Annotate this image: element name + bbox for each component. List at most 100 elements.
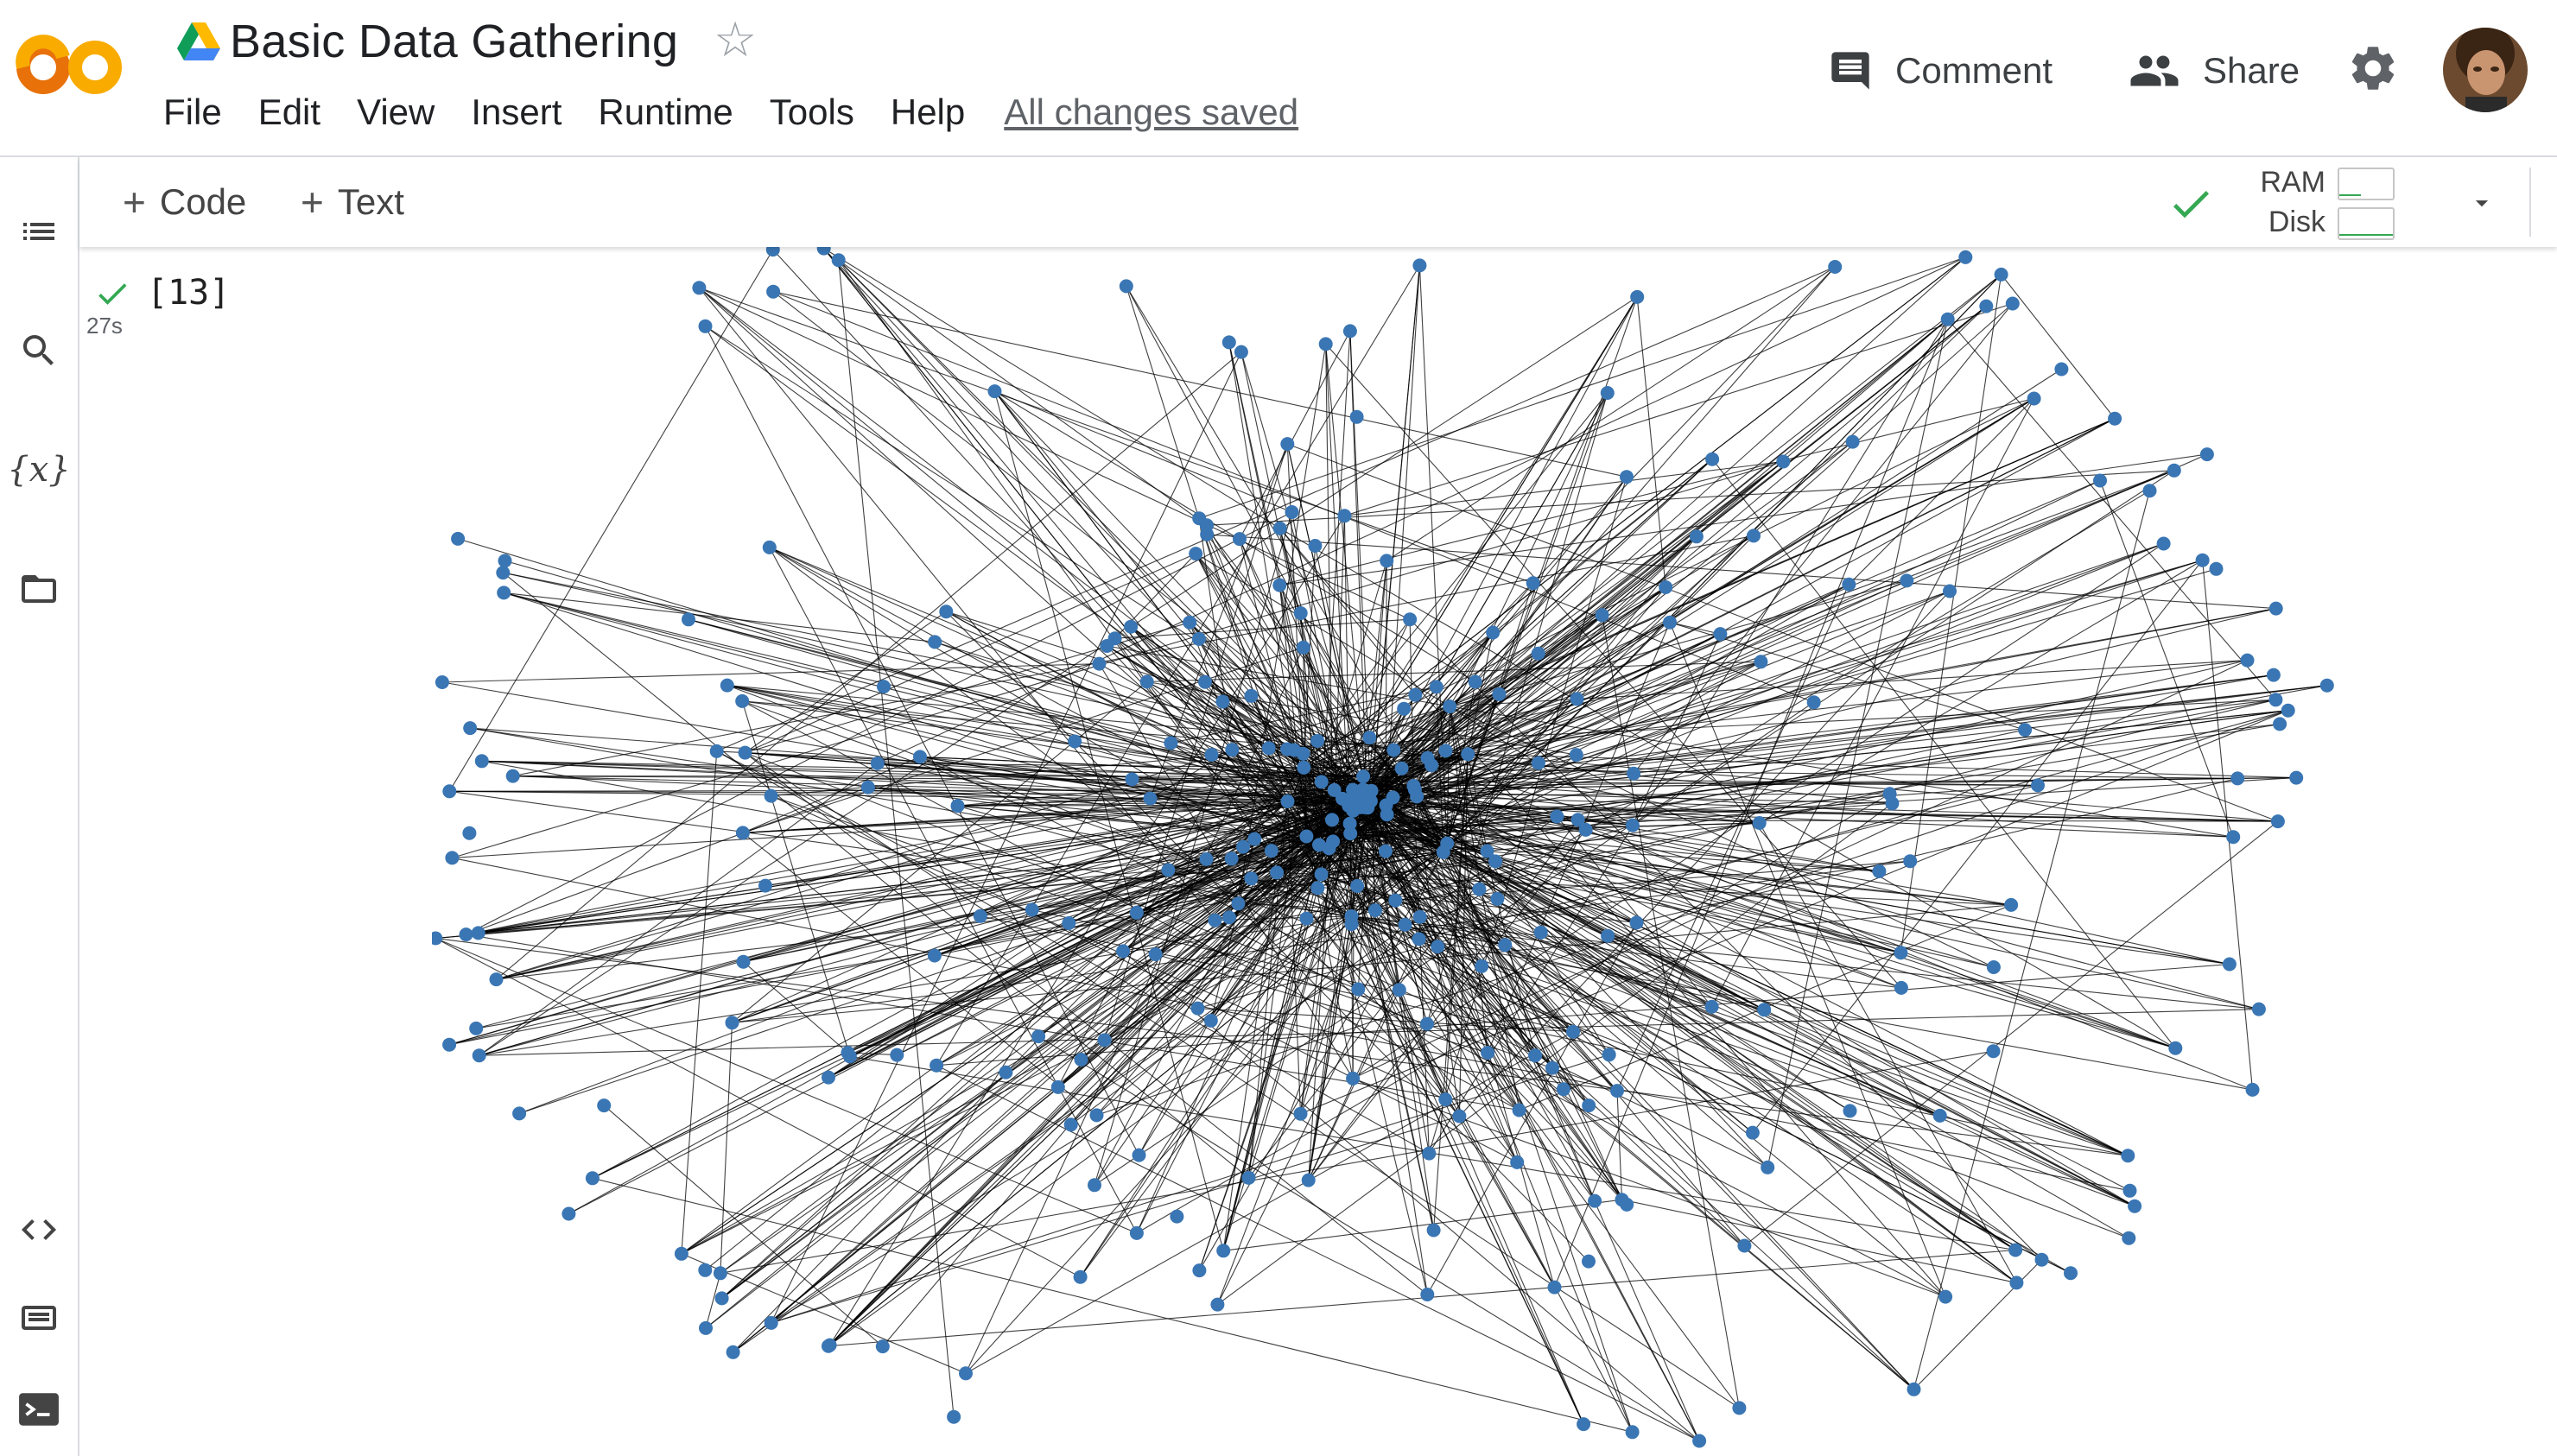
- graph-edge: [1334, 789, 1622, 1200]
- search-icon[interactable]: [0, 316, 78, 385]
- graph-node: [2108, 411, 2122, 426]
- graph-edge: [1279, 528, 2176, 1049]
- graph-node: [1164, 736, 1178, 750]
- menu-view[interactable]: View: [357, 92, 435, 132]
- graph-node: [1900, 573, 1914, 588]
- colab-logo[interactable]: [14, 22, 126, 109]
- graph-edge: [1433, 754, 1469, 1231]
- user-avatar[interactable]: [2443, 28, 2528, 112]
- graph-edge: [705, 1273, 721, 1329]
- graph-node: [1325, 813, 1339, 827]
- menu-edit[interactable]: Edit: [257, 92, 321, 132]
- graph-edge: [1334, 777, 2297, 791]
- graph-node: [1355, 782, 1370, 797]
- graph-node: [1842, 577, 1856, 592]
- graph-edge: [1331, 820, 1446, 1100]
- graph-node: [1224, 851, 1239, 866]
- graph-node: [1233, 532, 1247, 547]
- menu-file[interactable]: File: [163, 92, 222, 132]
- graph-node: [950, 799, 965, 813]
- star-outline-icon[interactable]: ☆: [714, 12, 758, 66]
- add-text-cell-button[interactable]: + Text: [301, 176, 404, 228]
- graph-edge: [2001, 274, 2116, 420]
- resources-indicator[interactable]: RAM Disk: [2239, 164, 2464, 240]
- graph-node: [1386, 743, 1401, 757]
- chevron-down-icon[interactable]: [2467, 188, 2497, 218]
- graph-node: [1488, 854, 1503, 869]
- comment-button[interactable]: Comment: [1828, 36, 2053, 105]
- graph-edge: [771, 1054, 1609, 1324]
- menu-runtime[interactable]: Runtime: [598, 92, 733, 132]
- graph-node: [1412, 932, 1426, 946]
- graph-edge: [1443, 851, 2230, 965]
- graph-edge: [1947, 319, 2276, 700]
- collapse-toolbar-button[interactable]: [2548, 176, 2557, 228]
- graph-edge: [2099, 480, 2234, 838]
- graph-node: [1192, 511, 1207, 526]
- google-drive-icon[interactable]: [177, 22, 220, 60]
- graph-edge: [1414, 685, 2327, 790]
- command-palette-icon[interactable]: [0, 1283, 78, 1352]
- graph-edge: [772, 249, 1358, 887]
- graph-node: [471, 926, 485, 940]
- graph-node: [1550, 809, 1564, 824]
- menu-insert[interactable]: Insert: [471, 92, 562, 132]
- graph-node: [1272, 578, 1287, 592]
- save-status-link[interactable]: All changes saved: [1004, 92, 1299, 132]
- graph-edge: [1446, 843, 1596, 1201]
- graph-node: [1629, 915, 1644, 930]
- graph-edge: [1354, 685, 2327, 806]
- graph-node: [1429, 680, 1443, 694]
- graph-node: [1367, 903, 1382, 918]
- graph-node: [735, 693, 750, 708]
- graph-node: [1116, 944, 1131, 959]
- graph-edge: [1428, 319, 1949, 1154]
- gear-icon[interactable]: [2346, 41, 2400, 95]
- graph-node: [890, 1048, 904, 1062]
- graph-node: [1625, 818, 1640, 832]
- graph-edge: [1362, 776, 1430, 1154]
- graph-edge: [720, 1050, 1994, 1274]
- graph-node: [1125, 772, 1139, 787]
- terminal-icon[interactable]: [0, 1375, 78, 1444]
- graph-edge: [1413, 785, 2176, 1049]
- menu-tools[interactable]: Tools: [769, 92, 854, 132]
- graph-node: [1280, 437, 1295, 452]
- table-of-contents-icon[interactable]: [0, 197, 78, 266]
- graph-edge: [1317, 887, 1352, 917]
- code-snippets-icon[interactable]: [0, 1195, 78, 1264]
- graph-edge: [481, 760, 1364, 777]
- graph-node: [1161, 863, 1176, 877]
- graph-node: [2128, 1199, 2142, 1213]
- variables-icon[interactable]: {x}: [0, 435, 78, 504]
- add-code-cell-button[interactable]: + Code: [123, 176, 246, 228]
- graph-node: [1244, 688, 1259, 703]
- graph-node: [1426, 1223, 1441, 1238]
- document-title[interactable]: Basic Data Gathering: [230, 16, 679, 67]
- share-button[interactable]: Share: [2129, 36, 2300, 105]
- graph-edge: [1331, 470, 2175, 820]
- graph-edge: [504, 592, 1368, 800]
- graph-node: [2222, 957, 2237, 972]
- graph-node: [1203, 1013, 1218, 1028]
- graph-edge: [828, 801, 1288, 1079]
- graph-edge: [466, 805, 1349, 935]
- graph-node: [1073, 1269, 1088, 1284]
- graph-node: [1737, 1238, 1752, 1253]
- graph-node: [713, 1266, 727, 1281]
- graph-node: [2167, 463, 2181, 478]
- graph-edge: [503, 572, 1402, 769]
- graph-edge: [1321, 873, 2012, 906]
- graph-node: [1958, 250, 1973, 264]
- graph-node: [947, 1409, 961, 1424]
- graph-node: [1192, 1263, 1207, 1278]
- execution-count[interactable]: [13]: [147, 273, 231, 313]
- graph-edge: [1155, 953, 1488, 1054]
- menu-help[interactable]: Help: [890, 92, 966, 132]
- graph-edge: [1449, 418, 2116, 707]
- graph-node: [1424, 758, 1439, 773]
- graph-edge: [481, 760, 1506, 946]
- files-folder-icon[interactable]: [0, 554, 78, 624]
- graph-edge: [1081, 832, 1351, 1060]
- graph-edge: [1759, 822, 2017, 1283]
